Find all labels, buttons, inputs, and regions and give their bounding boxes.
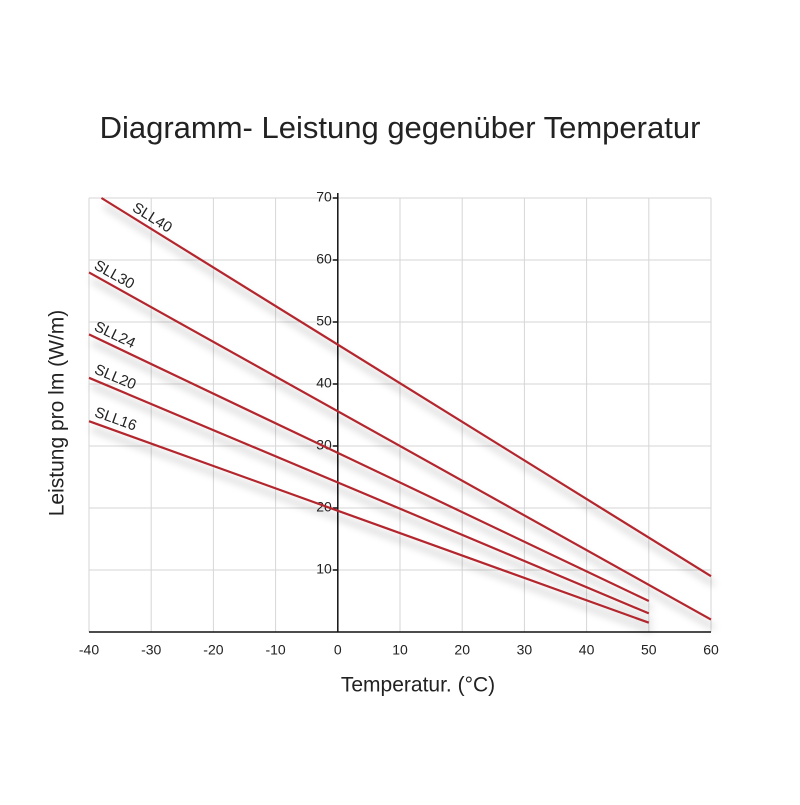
x-tick-label: -10 bbox=[265, 642, 285, 658]
x-tick-label: 40 bbox=[579, 642, 595, 658]
x-tick-label: 20 bbox=[454, 642, 470, 658]
series-line bbox=[100, 197, 712, 578]
y-tick-label: 60 bbox=[316, 251, 332, 267]
x-tick-label: 30 bbox=[517, 642, 533, 658]
y-tick-label: 70 bbox=[316, 189, 332, 205]
series-line bbox=[88, 333, 650, 602]
x-tick-label: 0 bbox=[334, 642, 342, 658]
series-label: SLL40 bbox=[129, 199, 175, 236]
chart-title: Diagramm- Leistung gegenüber Temperatur bbox=[100, 110, 701, 145]
x-tick-label: 10 bbox=[392, 642, 408, 658]
y-tick-label: 40 bbox=[316, 375, 332, 391]
y-tick-label: 50 bbox=[316, 313, 332, 329]
x-tick-label: -30 bbox=[141, 642, 161, 658]
x-tick-label: -20 bbox=[203, 642, 223, 658]
series-line bbox=[88, 376, 650, 615]
x-tick-label: 60 bbox=[703, 642, 719, 658]
x-tick-label: 50 bbox=[641, 642, 657, 658]
x-axis-label: Temperatur. (°C) bbox=[341, 674, 495, 697]
series-line bbox=[88, 420, 650, 624]
series-line bbox=[88, 271, 712, 621]
y-tick-label: 10 bbox=[316, 561, 332, 577]
y-axis-label: Leistung pro lm (W/m) bbox=[46, 310, 69, 517]
x-tick-label: -40 bbox=[79, 642, 99, 658]
